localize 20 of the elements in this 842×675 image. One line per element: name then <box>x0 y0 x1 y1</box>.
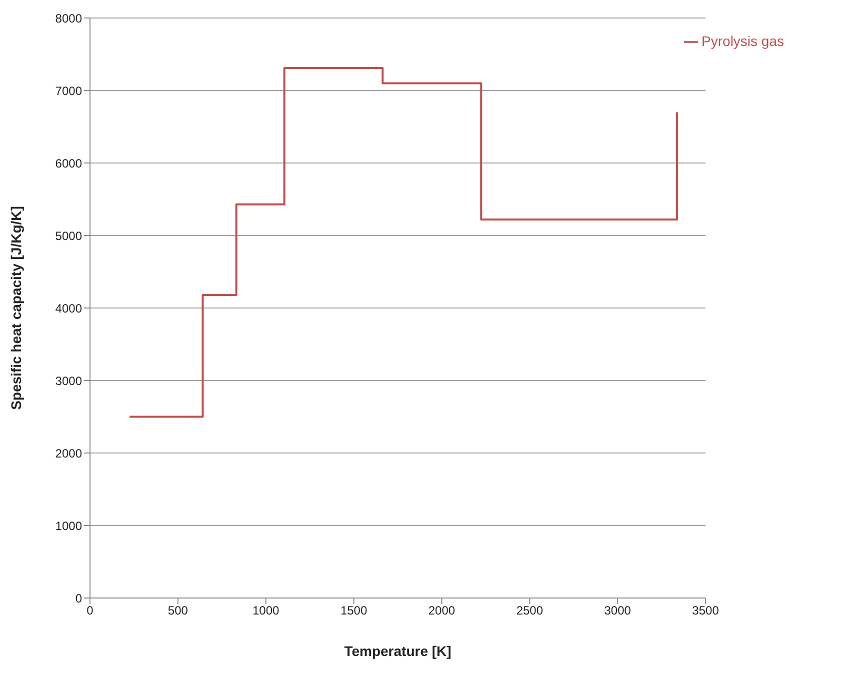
y-tick-label: 7000 <box>55 84 82 98</box>
y-axis-title: Spesific heat capacity [J/Kg/K] <box>8 206 24 410</box>
y-tick-label: 3000 <box>55 374 82 388</box>
x-tick-label: 1000 <box>252 604 280 618</box>
y-tick-label: 8000 <box>55 11 82 26</box>
x-tick-label: 3000 <box>604 604 632 618</box>
x-tick-label: 2000 <box>428 604 456 618</box>
x-axis-title: Temperature [K] <box>344 643 452 659</box>
y-tick-label: 5000 <box>55 228 82 243</box>
x-tick-label: 3500 <box>692 604 720 618</box>
y-tick-label: 2000 <box>55 446 82 460</box>
y-tick-label: 1000 <box>55 518 82 533</box>
x-tick-label: 500 <box>168 604 188 618</box>
y-tick-label: 4000 <box>55 301 82 316</box>
y-tick-label: 6000 <box>55 156 82 170</box>
x-tick-label: 1500 <box>340 604 368 618</box>
legend-label: Pyrolysis gas <box>702 33 784 49</box>
x-tick-label: 0 <box>86 604 94 618</box>
x-tick-label: 2500 <box>516 604 544 618</box>
y-tick-label: 0 <box>75 591 82 606</box>
